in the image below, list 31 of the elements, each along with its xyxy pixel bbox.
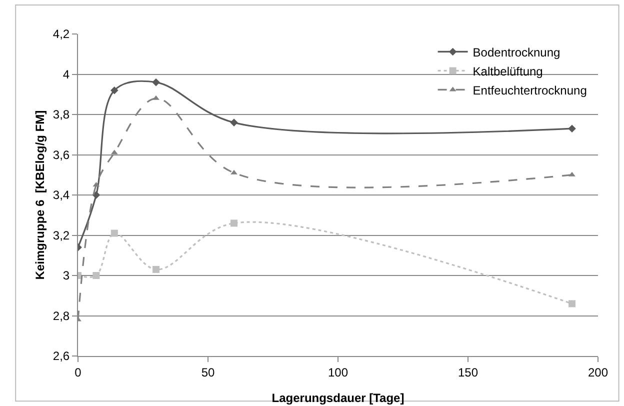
legend-label: Entfeuchtertrocknung xyxy=(472,83,587,98)
x-tick-label: 50 xyxy=(201,365,215,380)
point xyxy=(92,272,100,279)
x-tick-label: 200 xyxy=(588,365,608,380)
point xyxy=(568,124,576,132)
y-tick-label: 3,8 xyxy=(52,108,70,122)
point xyxy=(568,300,576,308)
point xyxy=(152,266,160,273)
y-tick-label: 3,6 xyxy=(52,148,70,162)
y-tick-label: 2,6 xyxy=(52,349,70,364)
point xyxy=(230,220,238,227)
x-tick-label: 150 xyxy=(458,365,478,380)
legend-label: Kaltbelüftung xyxy=(472,64,543,78)
y-tick-label: 2,8 xyxy=(52,308,70,323)
y-tick-label: 3 xyxy=(62,268,70,283)
point xyxy=(230,170,238,174)
y-tick-label: 3,2 xyxy=(52,228,70,242)
x-tick-label: 0 xyxy=(74,365,82,380)
point xyxy=(152,78,160,86)
y-tick-label: 3,4 xyxy=(52,188,70,202)
x-axis-title: Lagerungsdauer [Tage] xyxy=(272,391,404,405)
point xyxy=(152,95,160,100)
y-tick-label: 4,2 xyxy=(52,27,70,42)
x-tick-label: 100 xyxy=(328,365,348,380)
y-axis-title: Keimgruppe 6 [KBElog/g FM] xyxy=(33,110,47,280)
point xyxy=(568,172,576,176)
point xyxy=(110,230,118,237)
legend-label: Bodentrocknung xyxy=(472,45,560,60)
point xyxy=(110,86,118,94)
point xyxy=(230,118,238,126)
y-tick-label: 4 xyxy=(62,67,70,82)
